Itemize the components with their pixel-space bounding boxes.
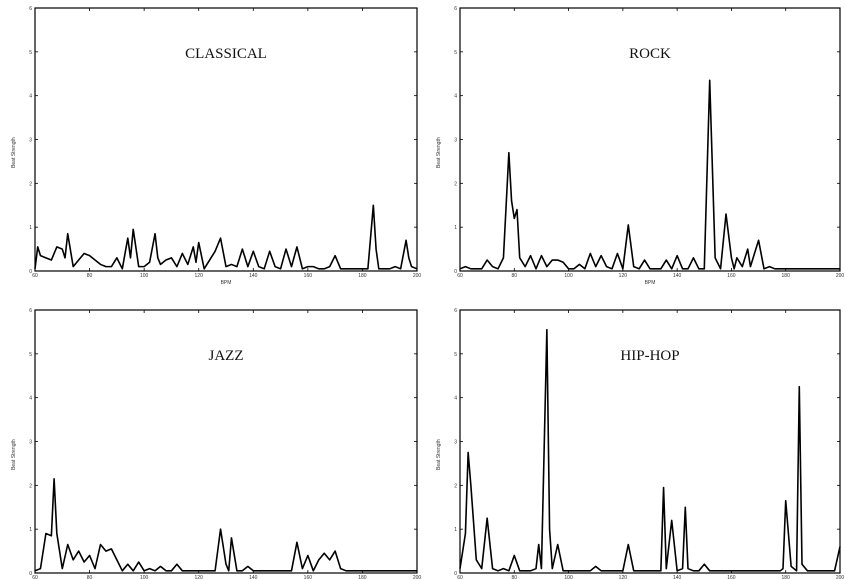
y-tick-label: 5 [29,50,32,56]
x-tick-label: 80 [87,575,93,579]
y-tick-label: 5 [29,352,32,358]
x-tick-label: 180 [358,575,367,579]
y-tick-label: 6 [29,6,32,12]
y-tick-label: 6 [454,6,457,12]
panel-title: CLASSICAL [185,46,267,62]
y-tick-label: 4 [29,94,32,100]
x-tick-label: 60 [32,273,38,279]
y-tick-label: 6 [454,308,457,314]
x-tick-label: 180 [358,273,367,279]
y-tick-label: 1 [29,225,32,231]
x-tick-label: 120 [619,575,628,579]
x-tick-label: 140 [249,575,258,579]
y-tick-label: 0 [29,269,32,275]
y-axis-label: Beat Strength [11,137,17,168]
x-tick-label: 140 [673,273,682,279]
y-axis-label: Beat Strength [11,439,17,470]
panel-title: JAZZ [209,348,244,364]
x-tick-label: 200 [836,575,845,579]
x-tick-label: 100 [140,273,149,279]
x-tick-label: 160 [727,273,736,279]
x-tick-label: 60 [32,575,38,579]
y-tick-label: 3 [29,138,32,144]
y-tick-label: 1 [454,527,457,533]
x-tick-label: 180 [782,575,791,579]
x-tick-label: 100 [564,273,573,279]
y-tick-label: 2 [454,483,457,489]
y-tick-label: 3 [454,138,457,144]
series-line [34,477,417,572]
chart-panel-0: 60 80 100 120 140 160 180 200 0 1 2 3 4 5 6 BPM Beat Str… [11,6,421,286]
y-tick-label: 1 [29,527,32,533]
x-axis-label: BPM [221,280,232,286]
x-tick-label: 200 [836,273,845,279]
x-tick-label: 160 [304,273,313,279]
x-tick-label: 60 [457,273,463,279]
y-tick-label: 2 [29,483,32,489]
chart-panel-3: 60 80 100 120 140 160 180 200 0 1 2 3 4 5 6 Beat Streng… [436,308,844,579]
x-tick-label: 100 [140,575,149,579]
y-tick-label: 0 [29,571,32,577]
y-tick-label: 3 [454,440,457,446]
x-tick-label: 80 [512,575,518,579]
y-tick-label: 1 [454,225,457,231]
x-tick-label: 120 [619,273,628,279]
y-tick-label: 2 [454,181,457,187]
chart-panel-1: 60 80 100 120 140 160 180 200 0 1 2 3 4 5 6 BPM Beat Str… [436,6,844,286]
x-tick-label: 180 [782,273,791,279]
x-tick-label: 120 [195,273,204,279]
series-line [459,328,841,572]
x-tick-label: 80 [87,273,93,279]
x-axis-label: BPM [645,280,656,286]
x-tick-label: 120 [195,575,204,579]
y-tick-label: 4 [454,396,457,402]
x-tick-label: 200 [413,575,422,579]
y-tick-label: 4 [29,396,32,402]
y-tick-label: 0 [454,571,457,577]
x-tick-label: 60 [457,575,463,579]
x-tick-label: 100 [564,575,573,579]
y-tick-label: 3 [29,440,32,446]
x-tick-label: 80 [512,273,518,279]
y-tick-label: 5 [454,352,457,358]
panel-title: ROCK [629,46,671,62]
series-line [459,79,840,270]
x-tick-label: 140 [673,575,682,579]
series-line [34,204,418,270]
x-tick-label: 200 [413,273,422,279]
y-tick-label: 0 [454,269,457,275]
x-tick-label: 160 [304,575,313,579]
x-tick-label: 160 [727,575,736,579]
x-tick-label: 140 [249,273,258,279]
y-axis-label: Beat Strength [436,439,442,470]
y-tick-label: 6 [29,308,32,314]
y-tick-label: 5 [454,50,457,56]
y-axis-label: Beat Strength [436,137,442,168]
panel-title: HIP-HOP [620,348,679,364]
y-tick-label: 4 [454,94,457,100]
y-tick-label: 2 [29,181,32,187]
